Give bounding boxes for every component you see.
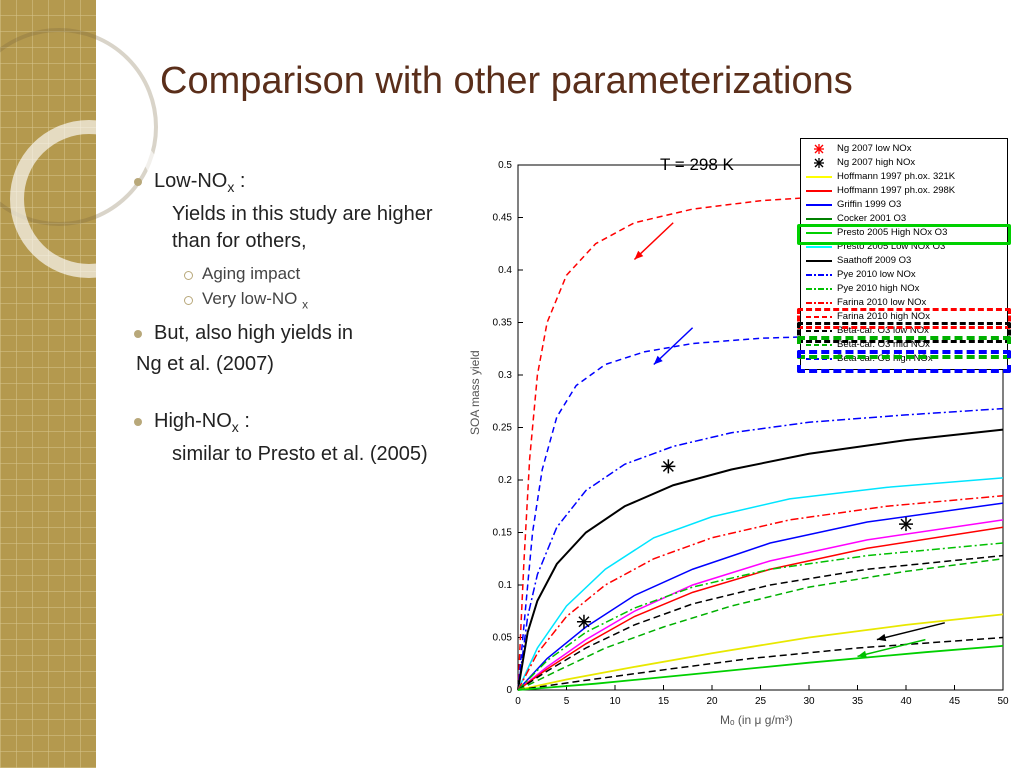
svg-text:20: 20 [706, 696, 718, 707]
legend-row: Saathoff 2009 O3 [805, 254, 1003, 268]
subbullet-aging: Aging impact [184, 263, 460, 286]
svg-text:0.05: 0.05 [493, 633, 513, 644]
svg-text:50: 50 [997, 696, 1009, 707]
legend-label: Hoffmann 1997 ph.ox. 298K [837, 184, 955, 198]
legend-row: Beta-car. O3 high NOx [805, 352, 1003, 366]
legend-label: Pye 2010 low NOx [837, 268, 916, 282]
legend-row: Cocker 2001 O3 [805, 212, 1003, 226]
legend-label: Presto 2005 High NOx O3 [837, 226, 947, 240]
svg-text:0.5: 0.5 [498, 160, 512, 171]
legend-row: Presto 2005 Low NOx O3 [805, 240, 1003, 254]
legend-row: Farina 2010 low NOx [805, 296, 1003, 310]
legend-row: Hoffmann 1997 ph.ox. 298K [805, 184, 1003, 198]
legend: Ng 2007 low NOxNg 2007 high NOxHoffmann … [800, 138, 1008, 370]
legend-row: Ng 2007 high NOx [805, 156, 1003, 170]
legend-row: Ng 2007 low NOx [805, 142, 1003, 156]
svg-text:0.4: 0.4 [498, 265, 512, 276]
svg-text:0.45: 0.45 [493, 213, 513, 224]
slide: Comparison with other parameterizations … [0, 0, 1024, 768]
temp-label: T = 298 K [660, 155, 734, 175]
svg-text:35: 35 [852, 696, 864, 707]
legend-label: Farina 2010 low NOx [837, 296, 926, 310]
svg-text:10: 10 [609, 696, 621, 707]
svg-text:0.3: 0.3 [498, 370, 512, 381]
legend-row: Beta-car. O3 low NOx [805, 324, 1003, 338]
yield-chart: T = 298 K SOA mass yield Mₒ (in μ g/m³) … [460, 135, 1015, 735]
legend-label: Presto 2005 Low NOx O3 [837, 240, 945, 254]
legend-label: Griffin 1999 O3 [837, 198, 901, 212]
legend-label: Beta-car. O3 high NOx [837, 352, 933, 366]
legend-label: Ng 2007 low NOx [837, 142, 911, 156]
subbullet-verylow: Very low-NO x [184, 288, 460, 312]
svg-text:0: 0 [506, 685, 512, 696]
body-text: Low-NOx : Yields in this study are highe… [130, 160, 460, 476]
svg-text:0.25: 0.25 [493, 423, 513, 434]
bullet-low-nox: Low-NOx : [130, 168, 460, 197]
legend-row: Hoffmann 1997 ph.ox. 321K [805, 170, 1003, 184]
svg-text:0.15: 0.15 [493, 528, 513, 539]
bullet-ng2007: Ng et al. (2007) [136, 351, 460, 378]
x-axis-label: Mₒ (in μ g/m³) [720, 713, 793, 727]
bullet-high-nox-text: similar to Presto et al. (2005) [172, 441, 460, 468]
slide-title: Comparison with other parameterizations [160, 60, 853, 103]
legend-label: Hoffmann 1997 ph.ox. 321K [837, 170, 955, 184]
svg-text:0: 0 [515, 696, 521, 707]
svg-text:5: 5 [564, 696, 570, 707]
bullet-high-nox: High-NOx : [130, 408, 460, 437]
legend-label: Beta-car. O3 low NOx [837, 324, 929, 338]
bullet-low-nox-text: Yields in this study are higher than for… [172, 201, 460, 255]
y-axis-label: SOA mass yield [468, 350, 482, 435]
legend-row: Pye 2010 low NOx [805, 268, 1003, 282]
legend-row: Pye 2010 high NOx [805, 282, 1003, 296]
legend-label: Pye 2010 high NOx [837, 282, 919, 296]
legend-row: Presto 2005 High NOx O3 [805, 226, 1003, 240]
legend-label: Farina 2010 high NOx [837, 310, 930, 324]
svg-text:0.35: 0.35 [493, 318, 513, 329]
legend-row: Griffin 1999 O3 [805, 198, 1003, 212]
svg-text:15: 15 [658, 696, 670, 707]
svg-text:0.1: 0.1 [498, 580, 512, 591]
bullet-but-also: But, also high yields in [130, 320, 460, 347]
legend-row: Farina 2010 high NOx [805, 310, 1003, 324]
svg-text:40: 40 [900, 696, 912, 707]
svg-text:45: 45 [949, 696, 961, 707]
svg-text:0.2: 0.2 [498, 475, 512, 486]
legend-label: Cocker 2001 O3 [837, 212, 906, 226]
legend-label: Beta-car. O3 mid NOx [837, 338, 930, 352]
legend-label: Saathoff 2009 O3 [837, 254, 911, 268]
legend-label: Ng 2007 high NOx [837, 156, 915, 170]
legend-row: Beta-car. O3 mid NOx [805, 338, 1003, 352]
svg-text:30: 30 [803, 696, 815, 707]
svg-text:25: 25 [755, 696, 767, 707]
